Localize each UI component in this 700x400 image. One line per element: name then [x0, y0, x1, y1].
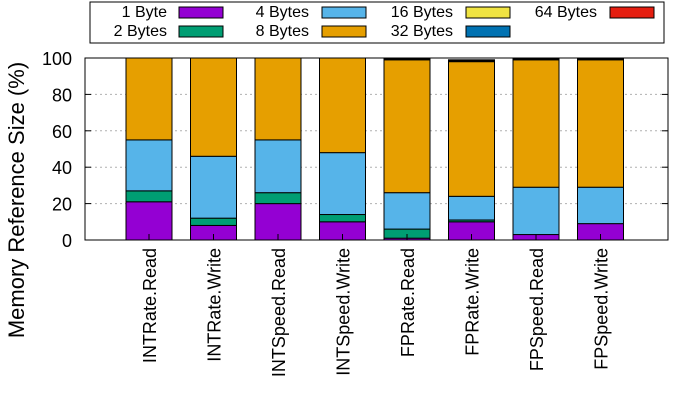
bar-segment-fprate-write-8-bytes: [448, 61, 495, 197]
grid-lines: [85, 93, 668, 205]
bar-segment-intrate-read-2-bytes: [125, 190, 173, 203]
legend-label: 16 Bytes: [391, 4, 453, 21]
bar-segment-fprate-write-64-bytes: [448, 59, 495, 61]
bar-segment-intrate-read-4-bytes: [125, 139, 173, 192]
bar-segment-intrate-read-8-bytes: [125, 57, 173, 141]
legend-swatch: [465, 25, 511, 38]
x-tick-label: INTRate.Write: [205, 248, 225, 362]
y-tick-label: 100: [42, 49, 72, 69]
bar-segment-intspeed-write-8-bytes: [319, 57, 366, 154]
bar-segment-fpspeed-write-8-bytes: [577, 59, 624, 188]
bar-segment-fpspeed-write-4-bytes: [577, 186, 624, 225]
axes: [84, 57, 669, 241]
bar-segment-fprate-read-8-bytes: [383, 59, 431, 194]
legend-swatch: [178, 6, 224, 19]
bar-segment-intrate-write-8-bytes: [190, 57, 237, 157]
legend-swatch: [465, 6, 511, 19]
bar-segment-intspeed-write-4-bytes: [319, 152, 366, 216]
legend-swatch: [178, 25, 224, 38]
legend: 1 Byte 2 Bytes 4 Bytes 8 Bytes 16 Bytes 32 By…: [89, 1, 665, 44]
bar-segment-fpspeed-read-4-bytes: [512, 186, 560, 236]
bar-segment-fprate-read-4-bytes: [383, 192, 431, 230]
plot-frame: [84, 57, 669, 241]
bar-segment-fpspeed-read-8-bytes: [512, 59, 560, 188]
bars: [125, 57, 624, 241]
x-tick-label: FPSpeed.Read: [527, 248, 547, 371]
legend-swatch: [321, 25, 367, 38]
y-tick-label: 20: [52, 195, 72, 215]
x-tick-labels: INTRate.Read INTRate.Write INTSpeed.Read IN…: [140, 248, 612, 377]
y-axis-label: Memory Reference Size (%): [4, 62, 29, 338]
y-tick-label: 40: [52, 158, 72, 178]
y-tick-label: 0: [62, 231, 72, 251]
x-tick-label: FPSpeed.Write: [592, 248, 612, 370]
bar-segment-intspeed-read-8-bytes: [254, 57, 302, 141]
bar-segment-intrate-write-2-bytes: [190, 217, 237, 226]
y-tick-label: 80: [52, 85, 72, 105]
legend-label: 1 Byte: [122, 4, 167, 21]
y-tick-label: 60: [52, 122, 72, 142]
x-tick-label: INTSpeed.Read: [269, 248, 289, 377]
x-tick-label: FPRate.Read: [398, 248, 418, 357]
y-tick-labels: 0 20 40 60 80 100: [42, 49, 72, 251]
bar-segment-fprate-write-4-bytes: [448, 195, 495, 221]
legend-label: 64 Bytes: [535, 4, 597, 21]
bar-segment-intspeed-read-2-bytes: [254, 192, 302, 205]
x-tick-label: INTRate.Read: [140, 248, 160, 363]
legend-label: 2 Bytes: [114, 23, 167, 40]
legend-label: 32 Bytes: [391, 23, 453, 40]
legend-swatch: [609, 6, 655, 19]
bar-segment-intspeed-read-4-bytes: [254, 139, 302, 194]
legend-label: 4 Bytes: [256, 4, 309, 21]
legend-label: 8 Bytes: [256, 23, 309, 40]
x-tick-label: INTSpeed.Write: [334, 248, 354, 376]
legend-swatch: [321, 6, 367, 19]
bar-segment-intspeed-write-2-bytes: [319, 214, 366, 223]
bar-segment-intrate-read-1-byte: [125, 201, 173, 241]
x-tick-label: FPRate.Write: [463, 248, 483, 356]
bar-segment-intrate-write-4-bytes: [190, 155, 237, 219]
